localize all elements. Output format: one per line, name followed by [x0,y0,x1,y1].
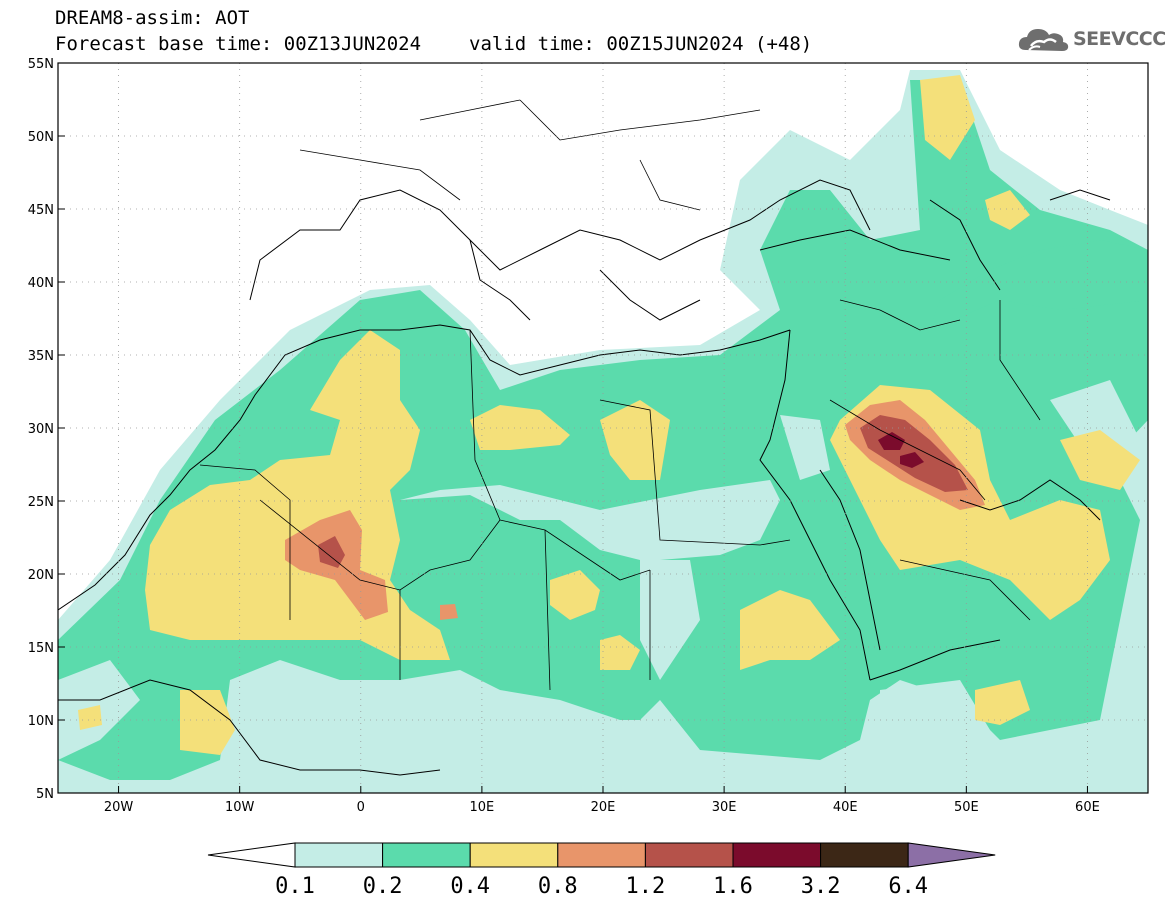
colorbar-min-arrow [207,842,296,868]
colorbar-boxes [207,842,996,868]
colorbar-label: 6.4 [888,874,928,899]
colorbar-label: 1.2 [626,874,666,899]
colorbar-box [644,842,734,868]
colorbar-box [294,842,384,868]
lat-tick-label: 5N [36,787,54,802]
lon-tick-label: 50E [954,800,979,815]
lon-tick-label: 0 [357,800,365,815]
coastlines [58,179,1111,776]
aot-level-1.6 [878,432,924,468]
forecast-base-time: Forecast base time: 00Z13JUN2024 [55,33,422,55]
lat-tick-label: 45N [28,203,54,218]
lon-tick-label: 10W [225,800,255,815]
lat-tick-label: 10N [28,714,54,729]
colorbar-label: 3.2 [801,874,841,899]
colorbar-box [732,842,822,868]
colorbar-box [557,842,646,868]
lon-tick-label: 30E [712,800,737,815]
lon-tick-label: 10E [470,800,495,815]
colorbar-max-arrow [907,842,996,868]
map-title: DREAM8-assim: AOT [55,7,250,29]
colorbar-box [820,842,909,868]
seevccc-logo: SEEVCCC [1018,24,1165,56]
colorbar-label: 0.4 [450,874,490,899]
longitude-ticks: 20W 10W 0 10E 20E 30E 40E 50E 60E [104,786,1100,815]
cloud-icon [1018,29,1069,51]
lat-tick-label: 20N [28,568,54,583]
lat-tick-label: 40N [28,276,54,291]
lat-tick-label: 55N [28,57,54,72]
colorbar-label: 0.2 [363,874,403,899]
colorbar-box [469,842,559,868]
lat-tick-label: 50N [28,130,54,145]
colorbar-labels: 0.1 0.2 0.4 0.8 1.2 1.6 3.2 6.4 [275,874,928,899]
colorbar-label: 0.8 [538,874,578,899]
lat-tick-label: 15N [28,641,54,656]
colorbar-box [382,842,471,868]
valid-time: valid time: 00Z15JUN2024 (+48) [469,33,813,55]
aot-level-0.1-pockets [58,380,1140,780]
map-subtitle: Forecast base time: 00Z13JUN2024 valid ti… [55,34,812,54]
logo-text: SEEVCCC [1073,28,1165,50]
country-borders [199,99,1041,691]
lon-tick-label: 60E [1075,800,1100,815]
colorbar-label: 0.1 [275,874,315,899]
lon-tick-label: 40E [833,800,858,815]
lon-tick-label: 20E [591,800,616,815]
lat-tick-label: 30N [28,422,54,437]
colorbar-label: 1.6 [713,874,753,899]
lon-tick-label: 20W [104,800,134,815]
lat-tick-label: 35N [28,349,54,364]
lat-tick-label: 25N [28,495,54,510]
latitude-ticks: 5N 10N 15N 20N 25N 30N 35N 40N 45N 50N 55N [28,57,65,802]
